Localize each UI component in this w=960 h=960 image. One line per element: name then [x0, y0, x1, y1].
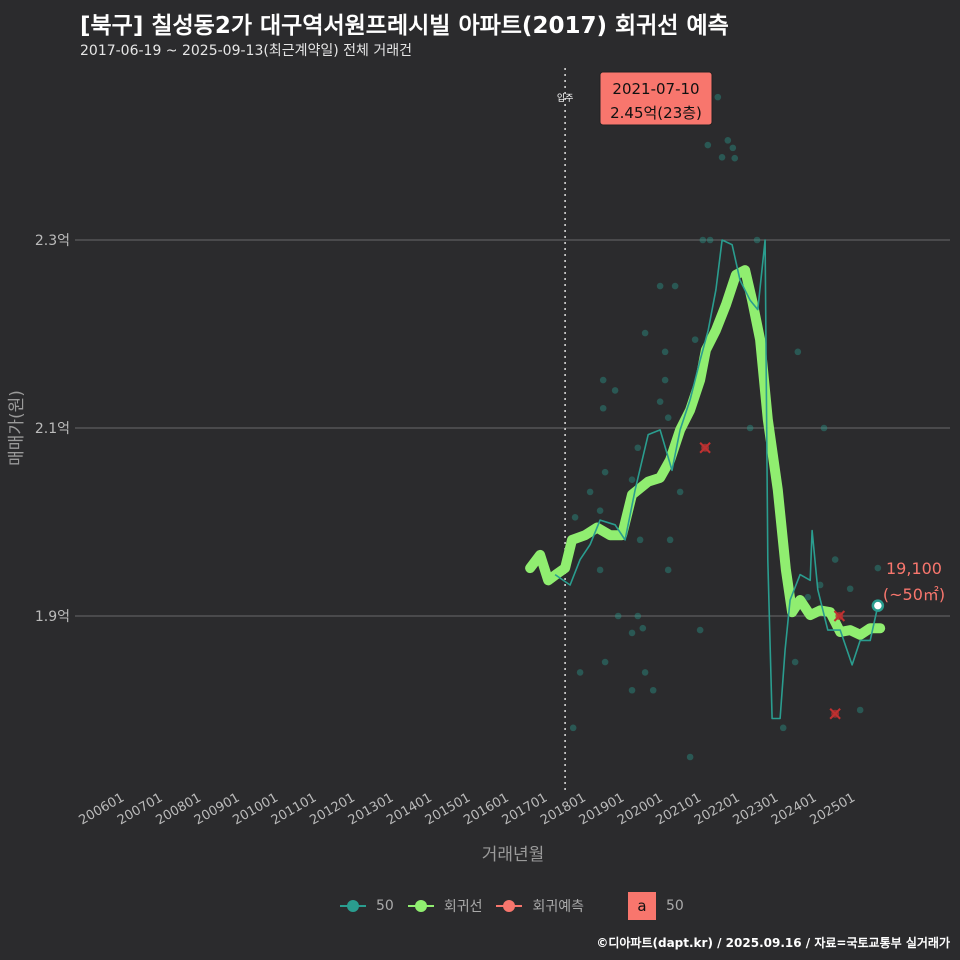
scatter-point — [649, 686, 657, 694]
scatter-point — [779, 724, 787, 732]
scatter-point — [718, 153, 726, 161]
scatter-point — [661, 348, 669, 356]
scatter-point — [686, 753, 694, 761]
scatter-point — [599, 404, 607, 412]
chart-subtitle: 2017-06-19 ~ 2025-09-13(최근계약일) 전체 거래건 — [80, 43, 412, 59]
scatter-point — [820, 424, 828, 432]
max-annotation-box — [599, 71, 713, 126]
legend-text-key: a — [628, 892, 656, 920]
y-axis-title: 매매가(원) — [7, 390, 27, 466]
scatter-point — [831, 556, 839, 563]
chart-title: [북구] 칠성동2가 대구역서원프레시빌 아파트(2017) 회귀선 예측 — [80, 13, 729, 39]
scatter-point — [628, 629, 636, 637]
y-tick-label: 2.1억 — [35, 421, 70, 437]
scatter-point — [656, 282, 664, 290]
scatter-point — [696, 626, 704, 634]
legend-text-key-label: 50 — [666, 898, 684, 914]
scatter-point — [664, 566, 672, 574]
scatter-point — [704, 141, 712, 149]
scatter-point — [671, 282, 679, 290]
scatter-point — [714, 93, 722, 101]
scatter-point — [794, 348, 802, 356]
scatter-point — [641, 669, 649, 676]
scatter-point — [804, 593, 812, 601]
scatter-point — [569, 724, 577, 732]
scatter-point — [639, 624, 647, 632]
scatter-point — [706, 236, 714, 244]
scatter-point — [661, 376, 669, 384]
scatter-point — [691, 336, 699, 343]
latest-value-label: 19,100 — [886, 559, 942, 578]
scatter-point — [611, 387, 619, 394]
regression-line — [525, 265, 886, 640]
scatter-point — [586, 488, 594, 496]
legend-label: 회귀선 — [443, 899, 483, 915]
scatter-point — [664, 414, 672, 421]
scatter-point — [699, 236, 707, 244]
prediction-x-icon — [829, 708, 841, 720]
x-axis-title: 거래년월 — [482, 845, 545, 865]
scatter-point — [599, 376, 607, 384]
scatter-point — [731, 154, 739, 162]
scatter-point — [816, 581, 824, 589]
scatter-point — [634, 612, 642, 620]
scatter-point — [791, 658, 799, 666]
scatter-point — [601, 468, 609, 476]
legend-item-prediction: 회귀예측 — [496, 896, 584, 916]
scatter-point — [634, 444, 642, 452]
legend-label: 50 — [376, 898, 394, 914]
scatter-point — [571, 514, 579, 521]
scatter-point — [846, 585, 854, 593]
legend-item-50: 50 — [340, 898, 394, 914]
y-tick-label: 2.3억 — [35, 233, 70, 249]
scatter-point — [628, 476, 636, 484]
scatter-point — [628, 686, 636, 694]
scatter-point — [601, 658, 609, 666]
scatter-point — [729, 144, 737, 152]
legend-key-icon — [340, 899, 366, 913]
scatter-point — [724, 137, 732, 144]
scatter-point — [596, 507, 604, 515]
max-annotation-date: 2021-07-10 — [612, 80, 699, 98]
scatter-point — [666, 536, 674, 544]
series-50-line — [554, 239, 879, 720]
legend-key-icon — [496, 899, 523, 913]
scatter-point — [576, 669, 584, 676]
scatter-point — [636, 536, 644, 544]
scatter-point — [856, 706, 864, 714]
scatter-point — [676, 488, 684, 496]
scatter-point — [596, 566, 604, 574]
scatter-point — [614, 612, 622, 620]
prediction-x-icon — [833, 610, 846, 622]
footer-credit: ©디아파트(dapt.kr) / 2025.09.16 / 자료=국토교통부 실… — [596, 936, 950, 950]
prediction-x-icon — [699, 442, 711, 454]
legend-label: 회귀예측 — [532, 899, 584, 915]
scatter-point — [746, 424, 754, 432]
move-in-label: 입주 — [557, 92, 574, 104]
max-annotation-price: 2.45억(23층) — [610, 104, 702, 122]
legend: 50 회귀선 회귀예측 a 50 — [340, 892, 684, 920]
scatter-point — [641, 329, 649, 337]
scatter-point — [874, 564, 882, 572]
latest-area-label: (~50㎡) — [883, 585, 945, 604]
y-tick-label: 1.9억 — [35, 609, 70, 625]
scatter-point — [753, 236, 761, 244]
legend-item-regression: 회귀선 — [407, 896, 483, 916]
scatter-point — [656, 398, 664, 405]
latest-point — [871, 599, 885, 612]
legend-key-icon — [407, 899, 434, 913]
